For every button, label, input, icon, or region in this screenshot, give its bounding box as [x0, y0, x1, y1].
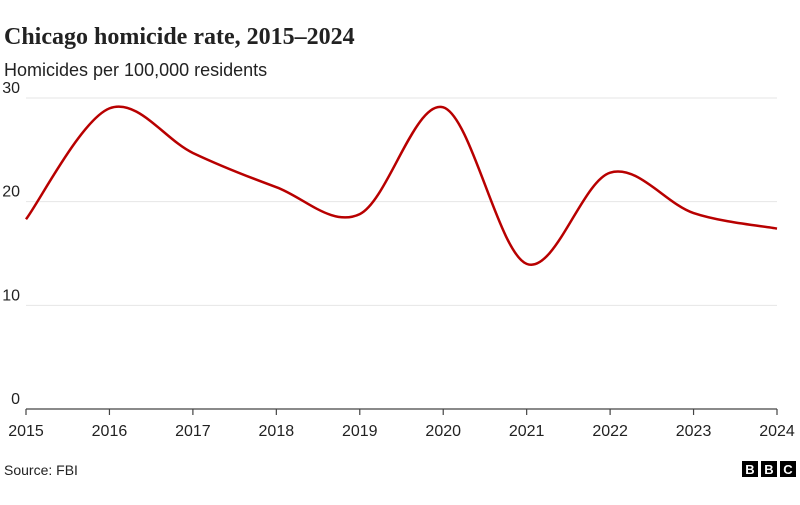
- y-tick-label: 30: [2, 80, 20, 97]
- logo-letter: B: [745, 462, 754, 477]
- logo-letter: B: [764, 462, 773, 477]
- chart-subtitle: Homicides per 100,000 residents: [4, 60, 267, 80]
- x-tick-label: 2022: [592, 423, 628, 440]
- source: Source: FBI: [4, 462, 78, 478]
- logo-box: [742, 461, 758, 477]
- x-tick-label: 2016: [92, 423, 128, 440]
- x-tick-label: 2021: [509, 423, 545, 440]
- y-tick-label: 10: [2, 287, 20, 304]
- y-tick-label: 20: [2, 184, 20, 201]
- line: [25, 105, 778, 266]
- x-tick-label: 2015: [8, 423, 44, 440]
- y-tick-label: 0: [11, 391, 20, 408]
- x-tick-label: 2023: [676, 423, 712, 440]
- x-tick-label: 2018: [259, 423, 295, 440]
- logo-letter: C: [783, 462, 793, 477]
- x-tick-label: 2020: [425, 423, 461, 440]
- chart-title: Chicago homicide rate, 2015–2024: [4, 24, 355, 50]
- logo-box: [780, 461, 796, 477]
- x-tick-label: 2024: [759, 423, 795, 440]
- x-tick-label: 2017: [175, 423, 211, 440]
- logo-box: [761, 461, 777, 477]
- x-tick-label: 2019: [342, 423, 378, 440]
